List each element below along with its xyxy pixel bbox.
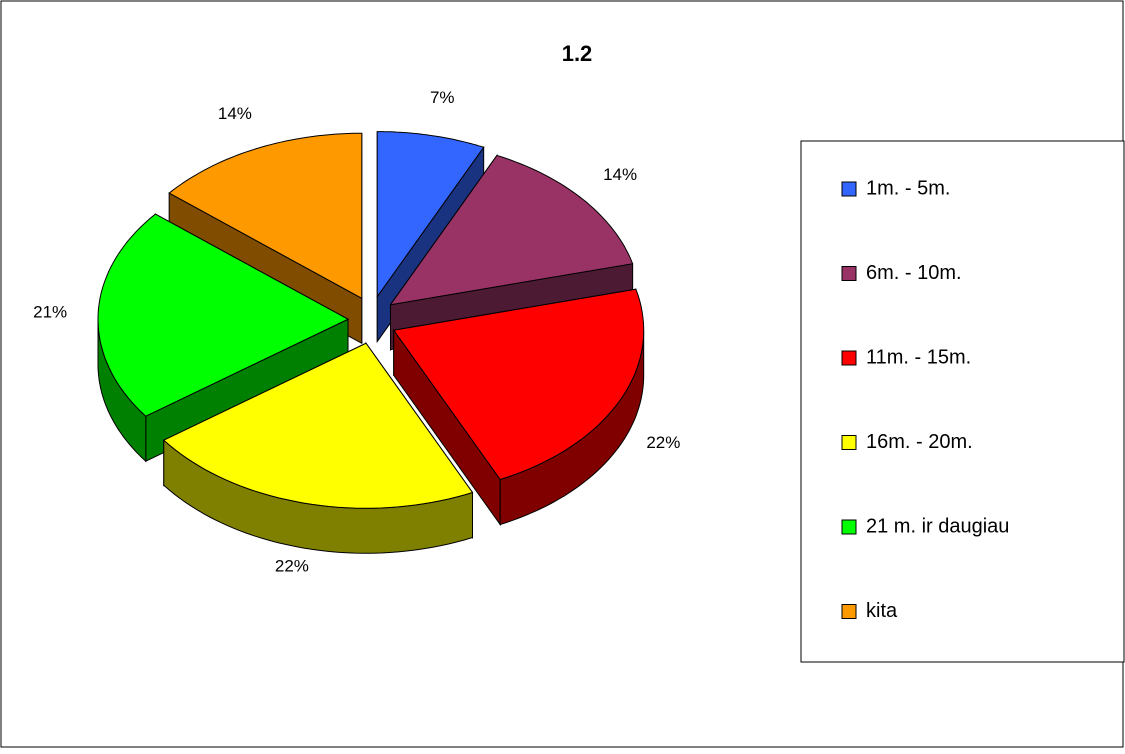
legend-label: kita: [866, 600, 898, 622]
legend-swatch: [841, 350, 857, 366]
legend-swatch: [841, 266, 857, 281]
data-label: 14%: [218, 104, 252, 123]
legend-label: 11m. - 15m.: [866, 346, 971, 368]
legend-label: 6m. - 10m.: [866, 262, 962, 284]
slice: [389, 154, 634, 306]
legend-swatch: [841, 604, 857, 619]
legend-label: 21 m. ir daugiau: [866, 515, 1009, 537]
legend-box: [800, 140, 1125, 663]
legend-swatch: [841, 181, 857, 197]
data-label: 14%: [603, 165, 637, 184]
data-label: 22%: [275, 556, 309, 575]
legend-label: 1m. - 5m.: [866, 177, 950, 199]
legend-swatch: [841, 435, 857, 450]
chart-title: 1.2: [562, 41, 593, 66]
slice: [376, 131, 485, 299]
slice: [392, 288, 645, 481]
legend-label: 16m. - 20m.: [866, 431, 973, 453]
legend-swatch: [841, 519, 857, 535]
slice: [162, 342, 474, 509]
slice: [168, 132, 363, 300]
data-label: 21%: [33, 302, 67, 321]
data-label: 22%: [646, 433, 680, 452]
slice: [97, 213, 350, 417]
data-label: 7%: [430, 88, 455, 107]
